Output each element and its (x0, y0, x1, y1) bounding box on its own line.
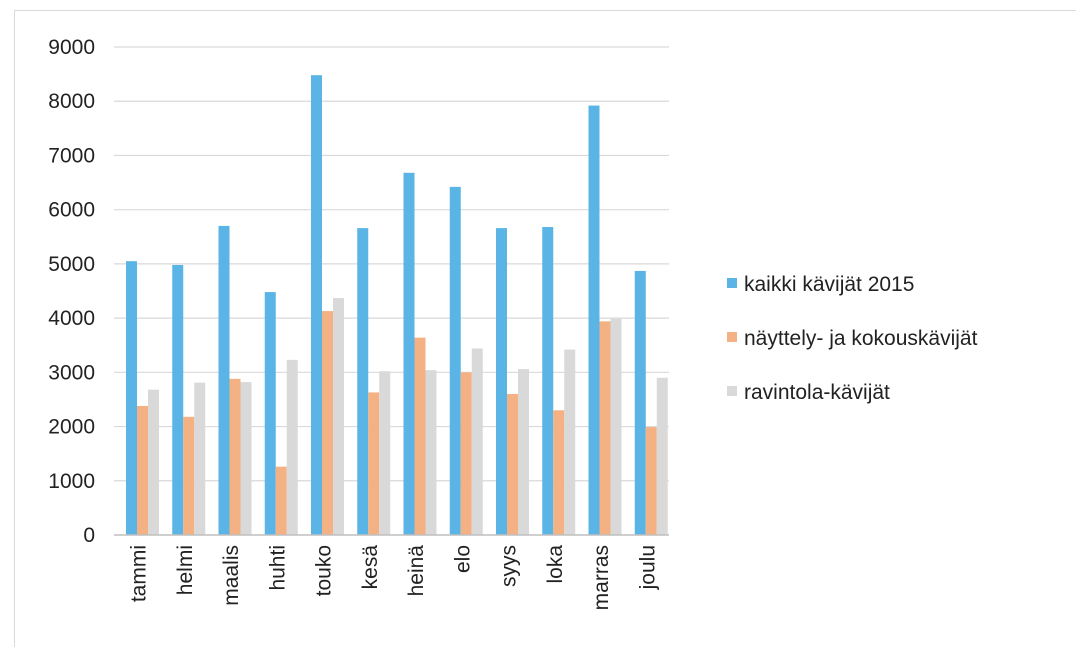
bar-restaurant-1 (194, 382, 206, 535)
bar-restaurant-4 (333, 298, 344, 535)
bar-exhibition-7 (460, 372, 472, 535)
bar-restaurant-5 (379, 371, 391, 535)
bar-exhibition-11 (645, 427, 657, 535)
y-tick-label: 6000 (48, 199, 95, 222)
legend-swatch (727, 278, 737, 288)
bar-exhibition-3 (275, 466, 287, 535)
x-tick-label: helmi (174, 545, 197, 595)
legend-label: näyttely- ja kokouskävijät (744, 327, 978, 350)
bar-restaurant-0 (148, 389, 159, 535)
y-tick-label: 0 (83, 524, 95, 547)
bar-exhibition-10 (599, 321, 611, 535)
bar-all-11 (634, 270, 646, 535)
x-axis-ticks: tammi helmi maalis huhti touko kesä heinä elo sy… (128, 545, 660, 611)
bar-exhibition-1 (183, 416, 195, 535)
chart-frame (14, 10, 1076, 647)
bar-all-4 (311, 75, 322, 535)
bar-all-3 (264, 292, 276, 535)
bar-all-7 (449, 186, 461, 536)
y-axis-ticks: 0 1000 2000 3000 4000 5000 6000 7000 8000 9000 (48, 36, 95, 547)
legend-swatch (727, 386, 737, 396)
x-tick-label: maalis (220, 545, 243, 606)
gridlines (114, 46, 669, 482)
bar-exhibition-5 (368, 392, 380, 535)
y-tick-label: 1000 (48, 470, 95, 493)
bar-exhibition-6 (414, 337, 426, 535)
legend-label: kaikki kävijät 2015 (744, 273, 914, 296)
bars (126, 75, 668, 536)
bar-restaurant-6 (425, 370, 437, 535)
bar-restaurant-9 (564, 349, 576, 535)
bar-exhibition-9 (553, 410, 565, 535)
bar-all-6 (403, 172, 415, 535)
bar-restaurant-3 (286, 359, 298, 535)
x-tick-label: huhti (266, 545, 289, 591)
x-tick-label: loka (544, 545, 567, 584)
y-tick-label: 2000 (48, 416, 95, 439)
bar-restaurant-11 (656, 377, 668, 535)
bar-restaurant-7 (471, 348, 483, 535)
y-tick-label: 7000 (48, 144, 95, 167)
x-tick-label: tammi (128, 545, 151, 602)
x-tick-label: elo (451, 545, 474, 573)
bar-all-10 (588, 105, 600, 535)
y-tick-label: 4000 (48, 307, 95, 330)
legend: kaikki kävijät 2015 näyttely- ja kokouskä… (727, 273, 978, 404)
bar-restaurant-10 (610, 318, 622, 535)
x-tick-label: joulu (636, 545, 659, 590)
y-tick-label: 8000 (48, 90, 95, 113)
bar-all-8 (496, 228, 507, 535)
bar-restaurant-2 (240, 382, 252, 535)
bar-all-1 (172, 264, 184, 535)
bar-exhibition-0 (137, 405, 148, 535)
bar-all-5 (357, 228, 369, 535)
y-tick-label: 3000 (48, 361, 95, 384)
x-tick-label: kesä (359, 545, 382, 590)
x-tick-label: syys (498, 545, 521, 587)
legend-label: ravintola-kävijät (744, 381, 890, 404)
y-tick-label: 5000 (48, 253, 95, 276)
bar-restaurant-8 (518, 369, 529, 535)
bar-all-0 (126, 261, 137, 535)
x-tick-label: heinä (405, 545, 428, 597)
bar-exhibition-8 (507, 394, 518, 535)
bar-all-9 (542, 227, 554, 536)
y-tick-label: 9000 (48, 36, 95, 59)
bar-exhibition-2 (229, 378, 241, 535)
x-tick-label: touko (313, 545, 336, 596)
legend-swatch (727, 332, 737, 342)
bar-exhibition-4 (322, 311, 333, 535)
bar-all-2 (218, 225, 230, 535)
x-tick-label: marras (590, 545, 613, 610)
